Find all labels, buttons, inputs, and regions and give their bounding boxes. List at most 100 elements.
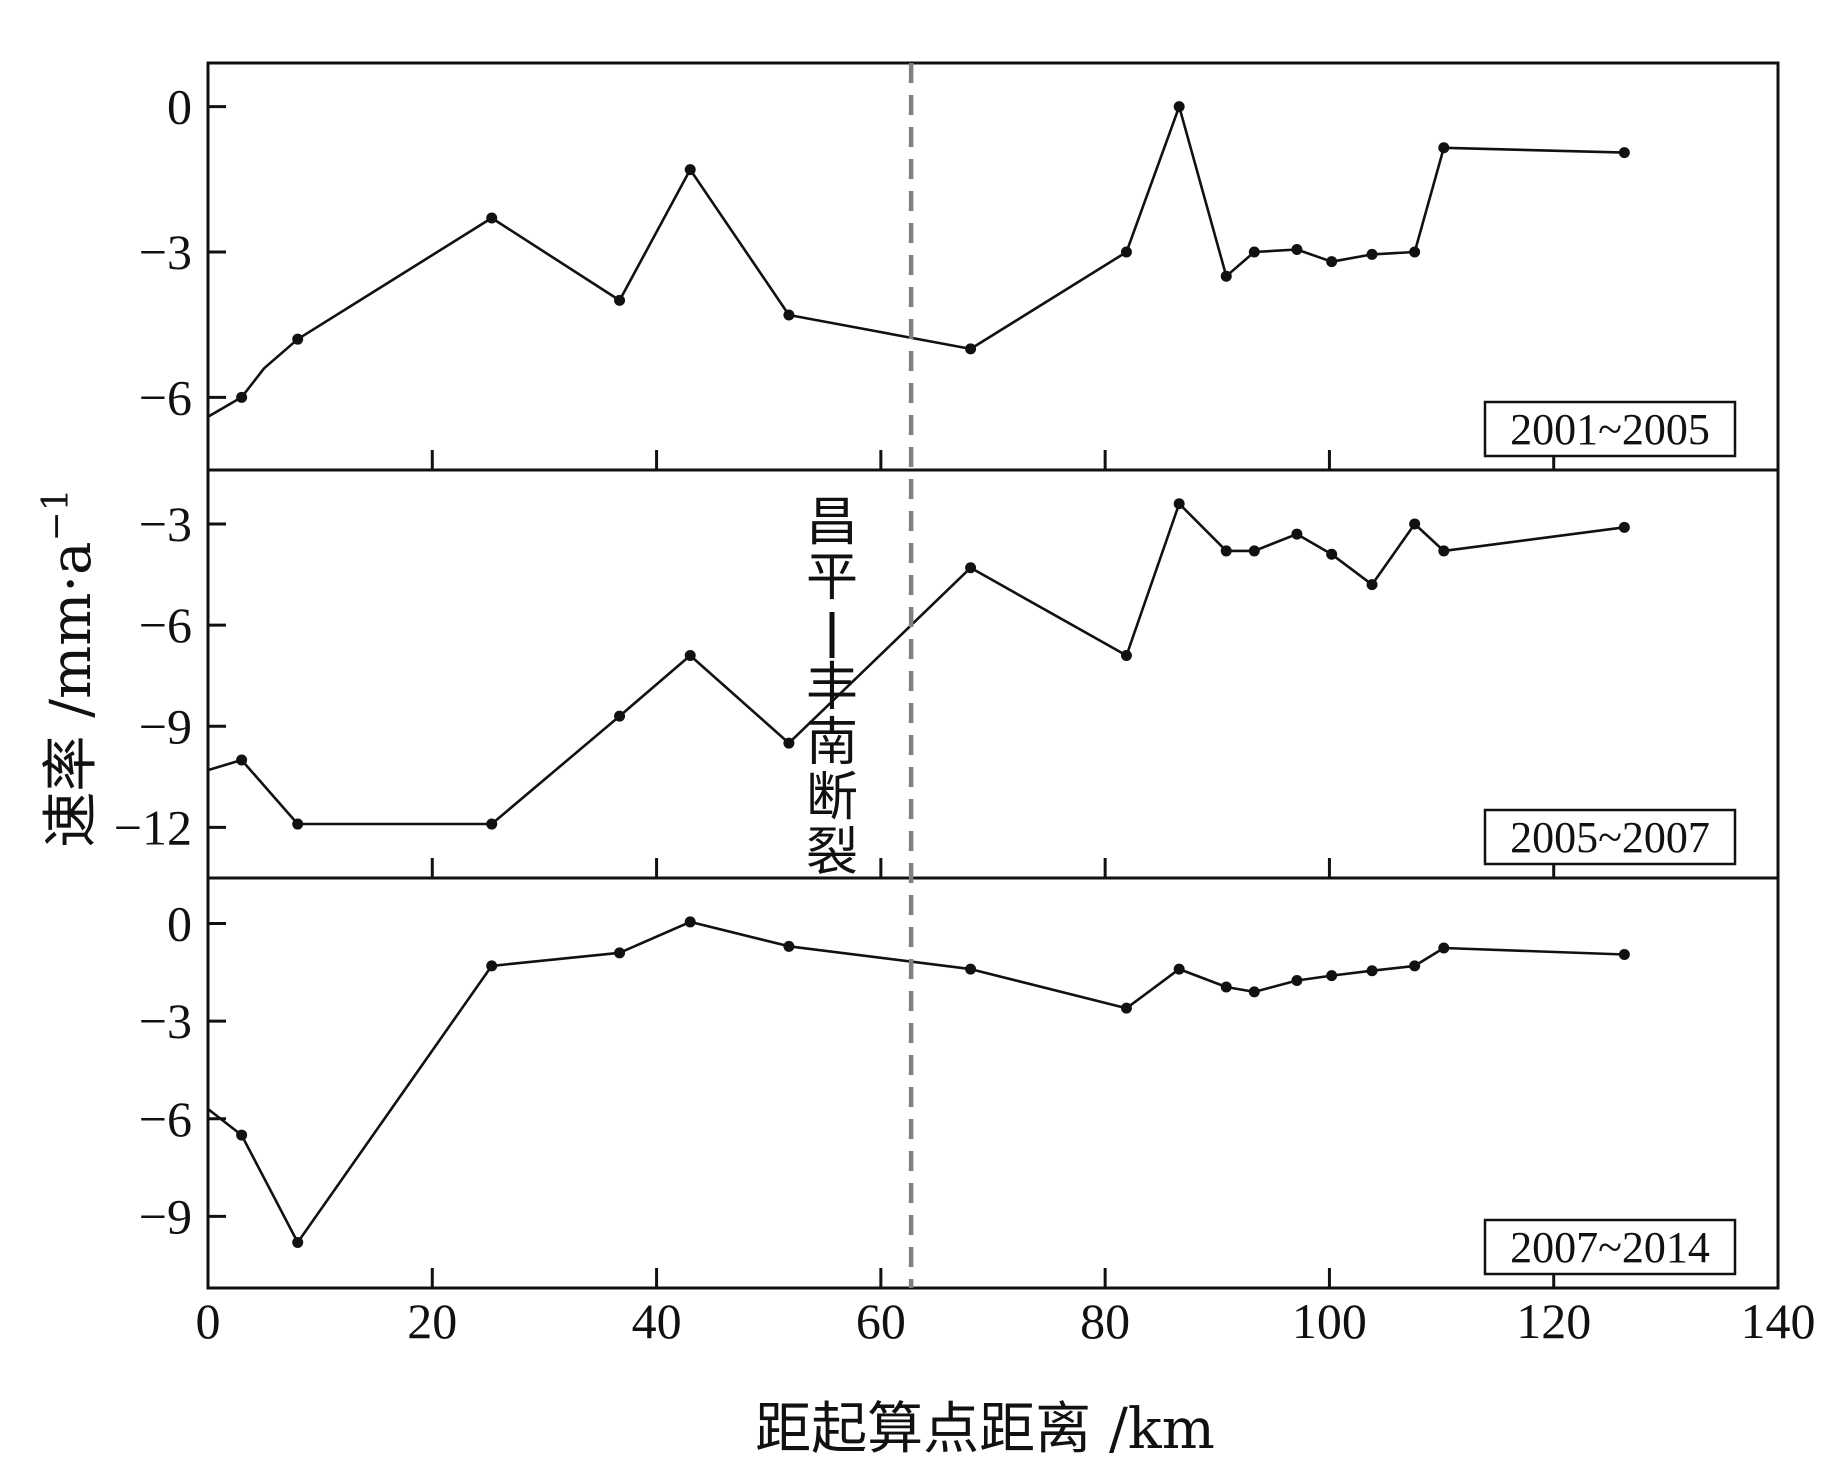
- data-point: [1248, 246, 1260, 258]
- series-line: [207, 105, 1625, 418]
- data-point: [783, 737, 795, 749]
- data-point: [614, 710, 626, 722]
- data-point: [1438, 942, 1450, 954]
- data-point: [614, 947, 626, 959]
- panel-frame: [206, 876, 1780, 1290]
- data-point: [292, 818, 304, 830]
- data-point: [684, 649, 696, 661]
- data-point: [1248, 545, 1260, 557]
- y-tick-label: −12: [114, 799, 192, 855]
- data-point: [783, 940, 795, 952]
- x-tick-label: 80: [1080, 1293, 1130, 1349]
- y-axis-title: 速率 /mm·a−1: [36, 488, 104, 847]
- data-point: [1291, 244, 1303, 256]
- x-tick-label: 120: [1516, 1293, 1591, 1349]
- data-point: [614, 294, 626, 306]
- data-point: [292, 333, 304, 345]
- fault-label-char: 断: [806, 768, 858, 828]
- series-line: [207, 920, 1625, 1244]
- panel-label: 2001~2005: [1510, 405, 1710, 454]
- fault-label-char: 裂: [806, 823, 858, 883]
- data-point: [1248, 986, 1260, 998]
- data-point: [1220, 545, 1232, 557]
- data-point: [1366, 579, 1378, 591]
- panel-label-box: 2007~2014: [1483, 1218, 1737, 1276]
- data-point: [1220, 270, 1232, 282]
- y-tick-label: −6: [139, 369, 192, 425]
- y-tick-label: 0: [167, 79, 192, 135]
- data-point: [486, 818, 498, 830]
- y-axis-title-main: 速率 /mm·a: [39, 542, 104, 848]
- data-point: [1326, 256, 1338, 268]
- data-point: [236, 754, 248, 766]
- data-point: [1618, 521, 1630, 533]
- data-point: [1220, 981, 1232, 993]
- panel-1: 0 −3 −6 2001~2005: [139, 61, 1780, 472]
- panel-label-box: 2001~2005: [1483, 400, 1737, 458]
- panel-label: 2007~2014: [1510, 1223, 1710, 1272]
- data-point: [1409, 518, 1421, 530]
- y-tick-label: −3: [139, 993, 192, 1049]
- data-point: [1366, 248, 1378, 260]
- data-point: [292, 1236, 304, 1248]
- x-tick-label: 100: [1292, 1293, 1367, 1349]
- data-point: [965, 343, 977, 355]
- y-tick-label: −3: [139, 224, 192, 280]
- x-axis: 0 20 40 60 80 100 120 140: [196, 1293, 1816, 1349]
- data-point: [783, 309, 795, 321]
- data-point: [1438, 545, 1450, 557]
- data-point: [1326, 970, 1338, 982]
- x-tick-label: 20: [407, 1293, 457, 1349]
- fault-label-char: 丰: [806, 658, 858, 718]
- series-line: [207, 502, 1625, 826]
- data-point: [1173, 498, 1185, 510]
- panel-label: 2005~2007: [1510, 813, 1710, 862]
- data-point: [1120, 1002, 1132, 1014]
- data-point: [1409, 960, 1421, 972]
- x-tick-label: 60: [856, 1293, 906, 1349]
- fault-label-char: 南: [806, 713, 858, 773]
- y-tick-label: −3: [139, 496, 192, 552]
- data-point: [1326, 548, 1338, 560]
- y-tick-label: 0: [167, 896, 192, 952]
- data-point: [1291, 528, 1303, 540]
- data-point: [684, 164, 696, 176]
- panel-label-frame: [1483, 808, 1737, 866]
- x-tick-label: 0: [196, 1293, 221, 1349]
- data-point: [1173, 101, 1185, 113]
- data-point: [236, 1129, 248, 1141]
- data-point: [1173, 963, 1185, 975]
- fault-label-char: 平: [806, 548, 858, 608]
- y-tick-label: −9: [139, 698, 192, 754]
- x-tick-label: 140: [1741, 1293, 1816, 1349]
- y-tick-label: −9: [139, 1188, 192, 1244]
- data-point: [684, 916, 696, 928]
- panel-label-frame: [1483, 1218, 1737, 1276]
- data-point: [1409, 246, 1421, 258]
- data-point: [1366, 965, 1378, 977]
- data-point: [965, 963, 977, 975]
- panel-3: 0 −3 −6 −9 2007~2014: [139, 876, 1780, 1290]
- y-axis-title-superscript: −1: [36, 488, 77, 541]
- fault-label-char: 昌: [806, 493, 858, 553]
- x-tick-label: 40: [632, 1293, 682, 1349]
- data-point: [1120, 649, 1132, 661]
- data-point: [486, 960, 498, 972]
- data-point: [486, 212, 498, 224]
- data-point: [1120, 246, 1132, 258]
- panel-label-frame: [1483, 400, 1737, 458]
- y-tick-label: −6: [139, 597, 192, 653]
- panel-2: −3 −6 −9 −12 2005~2007: [114, 468, 1780, 880]
- x-axis-title: 距起算点距离 /km: [755, 1397, 1215, 1462]
- data-point: [236, 391, 248, 403]
- data-point: [1291, 975, 1303, 986]
- panel-label-box: 2005~2007: [1483, 808, 1737, 866]
- panels: 0 −3 −6 2001~2005 −3 −6 −9 −12 2005~2007 0 −3 −6 −9 2…: [114, 61, 1780, 1290]
- y-tick-label: −6: [139, 1091, 192, 1147]
- data-point: [1618, 147, 1630, 159]
- data-point: [965, 562, 977, 574]
- data-point: [1618, 948, 1630, 960]
- data-point: [1438, 142, 1450, 154]
